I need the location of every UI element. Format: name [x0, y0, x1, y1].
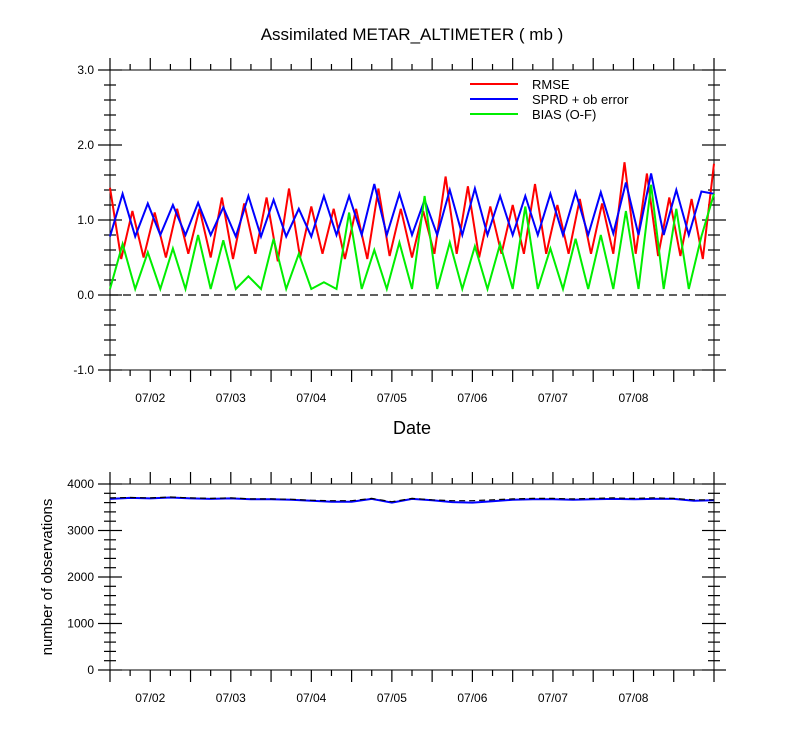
x-tick-label: 07/02 — [135, 391, 165, 405]
plot-frame — [109, 483, 715, 671]
legend-label: BIAS (O-F) — [532, 107, 596, 122]
y-tick-label: -1.0 — [73, 363, 94, 377]
y-tick-label: 3.0 — [77, 63, 94, 77]
chart-title: Assimilated METAR_ALTIMETER ( mb ) — [261, 25, 564, 44]
y-tick-label: 3000 — [67, 524, 94, 538]
x-tick-label: 07/06 — [457, 691, 487, 705]
x-axis-label: Date — [393, 418, 431, 438]
x-tick-label: 07/05 — [377, 691, 407, 705]
x-tick-label: 07/06 — [457, 391, 487, 405]
y-tick-label: 1000 — [67, 617, 94, 631]
x-tick-label: 07/07 — [538, 691, 568, 705]
y-tick-label: 0.0 — [77, 288, 94, 302]
series-line-bias-o-f- — [109, 184, 715, 293]
series-line-sprd-ob-error — [109, 173, 715, 240]
x-tick-label: 07/04 — [296, 691, 326, 705]
legend-label: SPRD + ob error — [532, 92, 629, 107]
series-line-possible-observations — [109, 496, 714, 503]
y-tick-label: 1.0 — [77, 213, 94, 227]
x-tick-label: 07/05 — [377, 391, 407, 405]
x-tick-label: 07/08 — [618, 391, 648, 405]
x-tick-label: 07/08 — [618, 691, 648, 705]
plot-panel-1: 07/02 07/03 07/04 07/05 07/06 07/07 07/08 0 1000… — [67, 472, 726, 705]
x-tick-label: 07/03 — [216, 391, 246, 405]
plot-frame — [109, 69, 715, 371]
x-tick-label: 07/02 — [135, 691, 165, 705]
x-tick-label: 07/04 — [296, 391, 326, 405]
y-tick-label: 2.0 — [77, 138, 94, 152]
y-axis-label-observations: number of observations — [39, 499, 56, 656]
y-tick-label: 4000 — [67, 477, 94, 491]
legend-label: RMSE — [532, 77, 570, 92]
x-tick-label: 07/07 — [538, 391, 568, 405]
y-tick-label: 0 — [87, 663, 94, 677]
series-line-rmse — [109, 162, 715, 262]
plot-panel-0: 07/02 07/03 07/04 07/05 07/06 07/07 07/08 -1.0 0… — [73, 58, 726, 405]
y-tick-label: 2000 — [67, 570, 94, 584]
x-tick-label: 07/03 — [216, 691, 246, 705]
